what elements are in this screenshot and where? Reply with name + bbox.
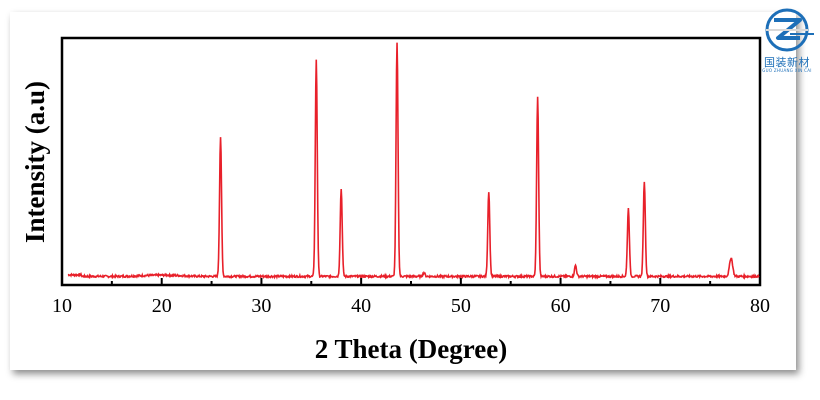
y-axis-label: Intensity (a.u)	[20, 81, 50, 243]
x-tick-label: 70	[650, 295, 670, 317]
logo-mark-icon	[765, 8, 814, 52]
x-tick-label: 60	[551, 295, 571, 317]
xrd-chart: 10 20 30 40 50 60 70 80 2 Theta (Degree) Intens…	[20, 36, 770, 364]
series-line	[67, 42, 760, 281]
x-tick-label: 40	[351, 295, 371, 317]
plot-frame	[60, 36, 762, 287]
x-tick-label: 80	[750, 295, 770, 317]
x-tick-label: 50	[451, 295, 471, 317]
x-axis-ticks	[61, 278, 761, 285]
plot-area	[60, 36, 762, 287]
logo-name-cn: 国装新材	[764, 56, 810, 69]
company-logo: 国装新材 GUO ZHUANG XIN CAI	[756, 6, 820, 80]
logo-name-en: GUO ZHUANG XIN CAI	[762, 68, 812, 73]
x-tick-label: 30	[251, 295, 271, 317]
x-axis-tick-labels: 10 20 30 40 50 60 70 80	[52, 295, 770, 317]
x-axis-label: 2 Theta (Degree)	[315, 334, 507, 364]
x-tick-label: 20	[152, 295, 172, 317]
x-tick-label: 10	[52, 295, 72, 317]
figure-card: 10 20 30 40 50 60 70 80 2 Theta (Degree) Intens…	[10, 12, 796, 370]
